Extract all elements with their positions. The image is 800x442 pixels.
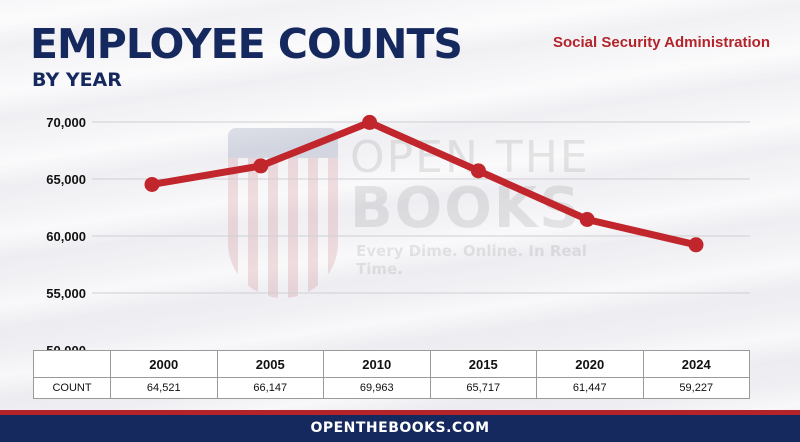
y-tick-label: 60,000 — [46, 229, 86, 244]
data-table: 2000 2005 2010 2015 2020 2024 COUNT 64,521 66,… — [33, 350, 750, 399]
data-label: 61,447 — [536, 377, 644, 399]
x-tick-label: 2000 — [110, 350, 218, 378]
data-point — [470, 163, 486, 179]
x-tick-label: 2005 — [216, 350, 324, 378]
data-point — [253, 158, 269, 174]
table-corner — [33, 350, 111, 378]
background — [0, 0, 800, 410]
y-tick-label: 65,000 — [46, 172, 86, 187]
series-line — [148, 118, 700, 249]
footer-site-link[interactable]: OPENTHEBOOKS.COM — [310, 420, 490, 436]
data-point — [688, 237, 704, 253]
x-tick-label: 2010 — [323, 350, 431, 378]
table-header-row: 2000 2005 2010 2015 2020 2024 — [33, 350, 750, 378]
agency-label: Social Security Administration — [553, 34, 770, 51]
page-title: EMPLOYEE COUNTS — [30, 20, 463, 68]
row-label-count: COUNT — [33, 377, 111, 399]
data-label: 64,521 — [110, 377, 218, 399]
data-label: 65,717 — [429, 377, 537, 399]
data-label: 59,227 — [642, 377, 750, 399]
data-point — [362, 114, 378, 130]
data-point — [579, 212, 595, 228]
data-label: 69,963 — [323, 377, 431, 399]
data-point — [144, 176, 160, 192]
page-subtitle: BY YEAR — [32, 69, 122, 91]
x-tick-label: 2024 — [642, 350, 750, 378]
y-tick-label: 55,000 — [46, 286, 86, 301]
footer-bar: OPENTHEBOOKS.COM — [0, 410, 800, 442]
data-label: 66,147 — [216, 377, 324, 399]
x-tick-label: 2020 — [536, 350, 644, 378]
y-tick-label: 70,000 — [46, 115, 86, 130]
x-tick-label: 2015 — [429, 350, 537, 378]
table-row: COUNT 64,521 66,147 69,963 65,717 61,447 59,2… — [33, 377, 750, 399]
